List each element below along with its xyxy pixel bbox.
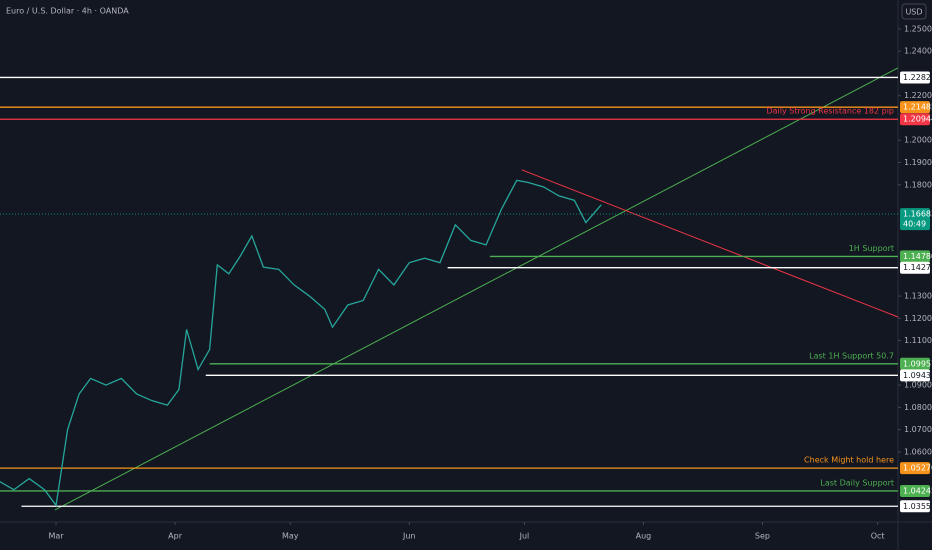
price-tag <box>900 71 930 84</box>
price-tag <box>900 484 930 497</box>
trendline <box>54 67 899 511</box>
level-text: Daily Strong Resistance 182 pip <box>766 107 894 116</box>
last-price-tag <box>900 208 930 231</box>
y-tick-label: 1.22000 <box>904 91 932 100</box>
price-tag-label: 1.09957 <box>903 359 932 368</box>
y-tick-label: 1.20000 <box>904 136 932 145</box>
price-tag <box>900 250 930 263</box>
x-tick-label: Apr <box>168 532 183 541</box>
x-tick-label: Oct <box>871 532 885 541</box>
price-tag <box>900 357 930 370</box>
y-tick-label: 1.12000 <box>904 314 932 323</box>
price-tag-label: 1.21485 <box>903 103 932 112</box>
currency-box[interactable] <box>901 3 927 20</box>
y-tick-label: 1.13000 <box>904 292 932 301</box>
price-tag-label: 1.20944 <box>903 115 932 124</box>
level-text: Last Daily Support <box>820 478 894 487</box>
price-tag <box>900 369 930 382</box>
x-tick-label: Mar <box>49 532 65 541</box>
y-tick-label: 1.07000 <box>904 425 932 434</box>
currency[interactable]: USD <box>905 8 922 17</box>
price-tag-label: 1.04245 <box>903 486 932 495</box>
level-text: 1H Support <box>849 244 894 253</box>
y-tick-label: 1.19000 <box>904 158 932 167</box>
y-tick-label: 1.09000 <box>904 381 932 390</box>
price-tag-label: 1.14780 <box>903 252 932 261</box>
level-text: Check Might hold here <box>804 456 894 465</box>
price-tag-label: 1.03556 <box>903 502 932 511</box>
y-tick-label: 1.11000 <box>904 336 932 345</box>
x-tick-label: May <box>282 532 299 541</box>
price-tag-label: 1.09439 <box>903 371 932 380</box>
y-tick-label: 1.25000 <box>904 24 932 33</box>
price-tag <box>900 500 930 513</box>
price-tag <box>900 462 930 475</box>
y-tick-label: 1.08000 <box>904 403 932 412</box>
y-tick-label: 1.18000 <box>904 180 932 189</box>
price-tag <box>900 113 930 126</box>
countdown: 40:49 <box>903 220 926 229</box>
y-tick-label: 1.24000 <box>904 47 932 56</box>
x-tick-label: Aug <box>636 532 652 541</box>
trendline <box>521 169 899 318</box>
y-tick-label: 1.06000 <box>904 447 932 456</box>
price-tag <box>900 101 930 114</box>
x-tick-label: Jul <box>519 532 530 541</box>
x-tick-label: Jun <box>402 532 416 541</box>
price-tag-label: 1.14274 <box>903 263 932 272</box>
price-tag-label: 1.05270 <box>903 464 932 473</box>
level-text: Last 1H Support 50.7 <box>809 351 894 360</box>
price-line <box>0 179 602 507</box>
price-tag <box>900 261 930 274</box>
chart-title: Euro / U.S. Dollar · 4h · OANDA <box>6 7 129 16</box>
x-tick-label: Sep <box>755 532 770 541</box>
last-price-label: 1.16683 <box>903 210 932 219</box>
